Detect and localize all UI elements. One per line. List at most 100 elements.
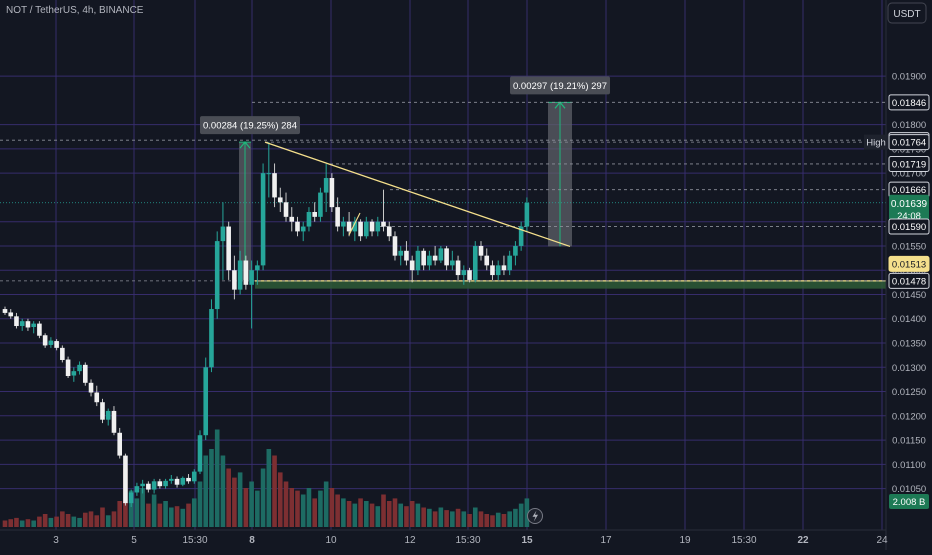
- volume-bar: [48, 517, 54, 527]
- candle-body: [260, 173, 266, 266]
- candle-body: [31, 323, 36, 327]
- current-price-label: 0.01639: [891, 199, 928, 210]
- candle-body: [214, 241, 220, 310]
- price-tag: [888, 218, 930, 235]
- volume-bar: [415, 503, 421, 527]
- volume-bar: [323, 481, 329, 527]
- candle-body: [404, 250, 409, 261]
- volume-bar: [255, 490, 260, 527]
- volume-bar: [421, 507, 426, 527]
- candle-body: [472, 245, 478, 280]
- candle-body: [243, 260, 249, 285]
- volume-bar: [277, 472, 283, 527]
- time-tick-label: 22: [797, 535, 809, 546]
- price-tick-label: 0.01550: [892, 241, 926, 252]
- candle-body: [191, 471, 197, 482]
- volume-bar: [157, 503, 163, 527]
- candle-body: [14, 316, 19, 327]
- candle-body: [300, 226, 306, 232]
- volume-bar: [260, 468, 266, 527]
- candle-body: [427, 255, 432, 266]
- candle-body: [2, 309, 8, 313]
- candle-body: [134, 486, 140, 493]
- candle-body: [358, 221, 363, 237]
- candle-body: [421, 250, 426, 266]
- price-tags: 0.018460.017680.01764High0.017190.016660…: [864, 94, 930, 509]
- volume-bar: [25, 519, 31, 527]
- volume-bar: [71, 516, 77, 527]
- time-tick-label: 17: [600, 535, 612, 546]
- candle-body: [25, 321, 31, 328]
- small-drawn-arrow[interactable]: [348, 212, 361, 236]
- volume-bar: [232, 477, 237, 527]
- descending-trendline[interactable]: [264, 141, 571, 248]
- volume-bar: [364, 501, 369, 527]
- candle-body: [105, 410, 111, 420]
- volume-bar: [105, 515, 111, 527]
- candle-body: [375, 221, 381, 232]
- volume-bar: [381, 494, 386, 527]
- candle-body: [100, 402, 105, 420]
- volume-bar: [226, 468, 231, 527]
- volume-tag-label: 2.008 B: [893, 497, 926, 508]
- candle-body: [444, 248, 449, 266]
- time-axis[interactable]: 3 5 15:30 8 10 12 15:30 15 17 19 15:30 22 24: [0, 529, 888, 546]
- price-tag-label: 0.01590: [892, 222, 926, 233]
- candle-body: [249, 270, 254, 285]
- volume-bar: [467, 514, 472, 527]
- volume-bar: [484, 514, 490, 527]
- price-tag-label: 0.01478: [892, 276, 926, 287]
- volume-bar: [203, 455, 209, 527]
- price-tick-label: 0.01100: [892, 460, 926, 471]
- drawings-layer[interactable]: [264, 141, 571, 248]
- candle-body: [169, 478, 174, 481]
- volume-bar: [151, 494, 157, 527]
- time-tick-label: 15:30: [455, 535, 480, 546]
- volume-bar: [375, 506, 381, 527]
- lightning-icon[interactable]: [527, 508, 543, 524]
- candle-body: [157, 481, 163, 487]
- candle-body: [48, 340, 54, 345]
- volume-bar: [289, 488, 295, 527]
- currency-button[interactable]: USDT: [887, 2, 927, 24]
- measurement-boxes[interactable]: 0.00284 (19.25%) 284 0.00297 (19.21%) 297: [200, 76, 610, 280]
- candle-body: [82, 364, 88, 383]
- candle-body: [312, 211, 317, 217]
- candle-body: [369, 221, 375, 232]
- candle-body: [255, 265, 260, 271]
- candle-body: [513, 245, 518, 256]
- candle-body: [381, 221, 386, 227]
- candle-body: [524, 202, 530, 227]
- candle-body: [42, 335, 48, 346]
- candle-body: [54, 341, 59, 348]
- time-tick-label: 24: [876, 535, 888, 546]
- volume-bar: [146, 503, 151, 527]
- candle-body: [495, 265, 501, 276]
- candle-body: [364, 221, 369, 237]
- price-tag-label: 0.01846: [892, 98, 926, 109]
- candle-body: [484, 255, 490, 266]
- volume-bar: [214, 429, 220, 527]
- volume-bar: [358, 498, 363, 527]
- candle-body: [146, 483, 151, 490]
- candle-body: [392, 236, 398, 256]
- candle-body: [490, 265, 495, 276]
- candle-body: [8, 312, 14, 317]
- currency-label: USDT: [893, 9, 920, 20]
- volume-bar: [455, 508, 461, 527]
- measure-label: 0.00297 (19.21%) 297: [513, 81, 607, 92]
- volume-bar: [249, 481, 254, 527]
- candle-body: [277, 197, 283, 203]
- volume-bar: [186, 503, 191, 527]
- volume-bar: [318, 490, 323, 527]
- price-tick-label: 0.01250: [892, 387, 926, 398]
- volume-bar: [169, 507, 174, 527]
- time-tick-label: 15:30: [182, 535, 207, 546]
- price-tag-label: 0.01719: [892, 159, 926, 170]
- candle-body: [88, 382, 94, 393]
- candle-body: [65, 359, 71, 377]
- measure-label-box: [200, 116, 300, 135]
- candle-body: [335, 207, 340, 227]
